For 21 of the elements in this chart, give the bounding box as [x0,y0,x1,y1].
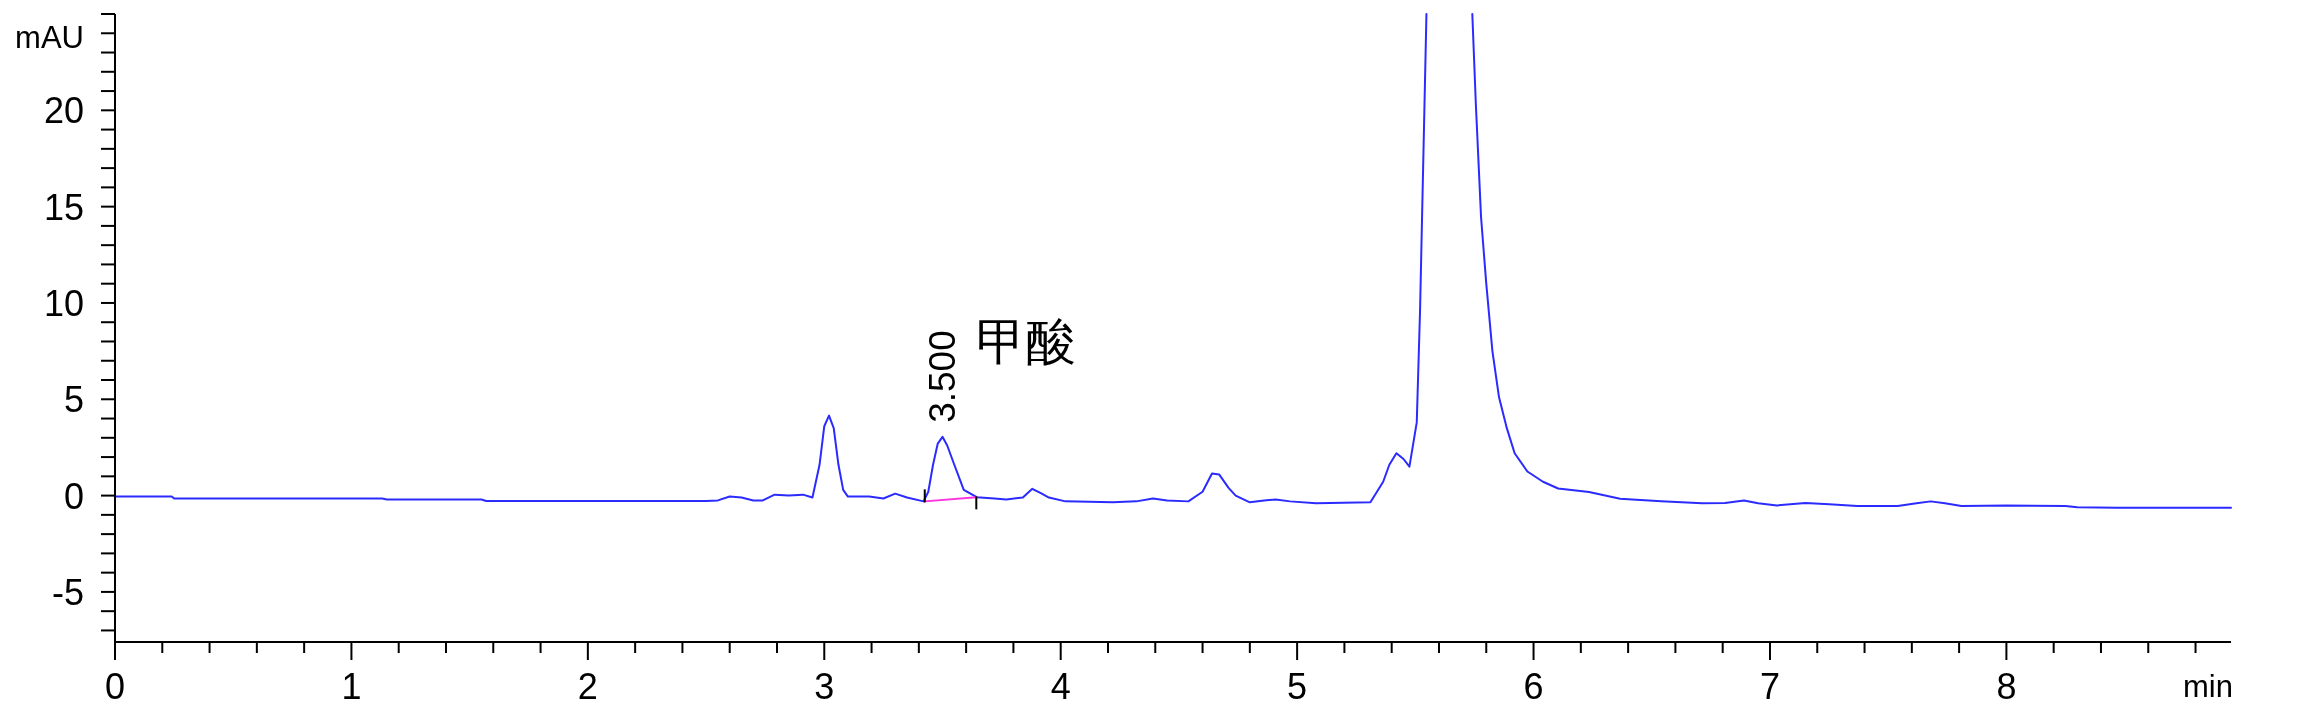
y-tick-label: 20 [43,89,84,131]
x-tick-label: 6 [1523,666,1544,705]
y-axis-title: mAU [15,20,84,55]
x-axis-title: min [2183,669,2233,704]
x-tick-label: 4 [1050,666,1071,705]
x-tick-label: 5 [1287,666,1308,705]
y-tick-label: 10 [43,282,84,324]
x-tick-label: 7 [1759,666,1780,705]
x-tick-label: 3 [814,666,835,705]
x-tick-label: 8 [1996,666,2017,705]
annotation: 甲酸 [976,313,1077,370]
x-tick-label: 1 [341,666,362,705]
y-tick-label: 0 [63,475,84,517]
annotation: 3.500 [921,330,963,423]
y-tick-label: 15 [43,186,84,228]
y-tick-label: -5 [51,571,84,613]
x-tick-label: 2 [577,666,598,705]
line-series [114,13,1428,505]
y-tick-label: 5 [63,378,84,420]
x-tick-label: 0 [104,666,126,705]
line-series [1471,13,2232,509]
